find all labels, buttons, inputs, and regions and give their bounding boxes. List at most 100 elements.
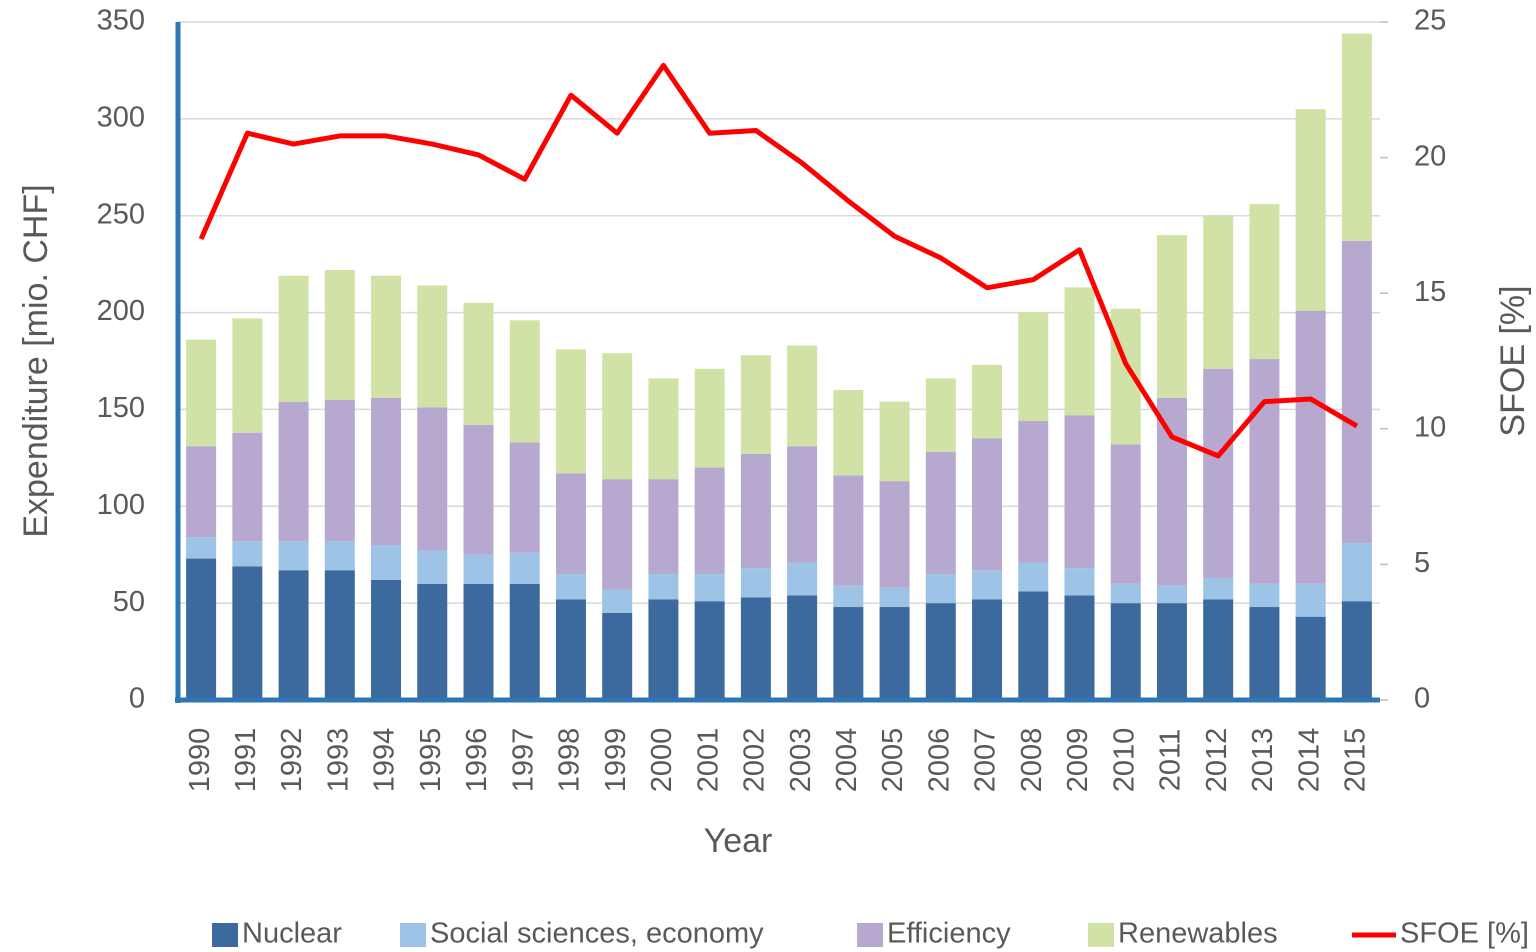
bar-segment [417,407,448,551]
bar-segment [1110,444,1141,584]
x-tick-label: 2002 [739,728,771,793]
x-tick-label: 2012 [1201,728,1233,793]
y2-axis-label: SFOE [%] [1494,285,1532,436]
bar-segment [972,599,1003,700]
bar-segment [1018,591,1049,700]
legend-label: SFOE [%] [1400,918,1529,950]
bar-segment [555,349,586,474]
bar-segment [509,583,540,700]
bar-segment [787,595,818,700]
bar-segment [694,601,725,700]
x-tick-label: 2009 [1062,728,1094,793]
bar-segment [1018,421,1049,563]
x-tick-label: 2006 [923,728,955,793]
bar-segment [1110,603,1141,700]
bar-segment [1064,287,1095,416]
bar-segment [1203,577,1234,600]
bar-segment [463,424,494,555]
x-tick-label: 2010 [1108,728,1140,793]
bar-segment [925,603,956,700]
bar-segment [1341,543,1372,602]
bar-segment [740,568,771,598]
bar-segment [648,574,679,600]
y-tick-label: 0 [129,683,145,715]
x-tick-label: 2004 [831,728,863,793]
bar-segment [1341,33,1372,241]
bar-segment [1064,595,1095,700]
bar-segment [972,570,1003,600]
bar-segment [879,401,910,482]
x-tick-label: 1999 [600,728,632,793]
bar-segment [232,318,263,433]
bar-segment [1064,568,1095,596]
bar-segment [833,390,864,476]
bar-segment [602,479,633,590]
bar-segment [324,570,355,700]
bar-segment [1064,415,1095,569]
bar-segment [324,541,355,571]
bar-segment [278,275,309,402]
bar-segment [278,541,309,571]
y-tick-label: 150 [97,392,145,424]
bar-segment [740,597,771,700]
x-tick-label: 2013 [1247,728,1279,793]
bar-segment [232,541,263,567]
bar-segment [232,566,263,700]
bar-segment [694,467,725,575]
bar-segment [787,446,818,563]
bar-segment [1295,583,1326,617]
x-tick-label: 2001 [692,728,724,793]
y2-tick-label: 25 [1414,5,1446,37]
line [198,62,1359,459]
bar-segment [186,339,217,447]
bar-segment [417,583,448,700]
bar-segment [972,438,1003,571]
bar-segment [1249,583,1280,608]
bar-segment [371,545,402,580]
bar-segment [1295,616,1326,700]
bar-segment [463,554,494,584]
legend-swatch [857,923,883,947]
bar-segment [371,579,402,700]
y-tick-label: 350 [97,5,145,37]
bar-segment [602,353,633,480]
bar-segment [1156,397,1187,586]
bar-segment [1295,109,1326,311]
x-tick-label: 1991 [230,728,262,793]
bar-segment [278,570,309,700]
bar-segment [740,453,771,569]
y2-tick-label: 15 [1414,276,1446,308]
bar-segment [232,432,263,542]
bar-segment [925,452,956,575]
bar-segment [1203,215,1234,369]
bar-segment [417,550,448,584]
y2-tick-label: 20 [1414,140,1446,172]
legend-label: Efficiency [887,918,1011,950]
bar-segment [694,574,725,602]
x-tick-label: 1993 [322,728,354,793]
bar-segment [648,599,679,700]
bar-segment [463,583,494,700]
x-tick-label: 1994 [369,728,401,793]
x-tick-label: 2007 [970,728,1002,793]
y2-tick-label: 10 [1414,411,1446,443]
bar-segment [740,355,771,454]
bar-segment [1295,310,1326,584]
bar-segment [417,285,448,408]
x-tick-label: 2003 [785,728,817,793]
bar-segment [1341,240,1372,544]
bar-segment [1156,603,1187,700]
bar-segment [186,537,217,559]
bar-segment [925,378,956,453]
bar-segment [1249,607,1280,700]
legend-label: Social sciences, economy [430,918,764,950]
bar-segment [879,587,910,608]
y2-tick-label: 5 [1414,547,1430,579]
x-tick-label: 1990 [184,728,216,793]
x-tick-label: 1997 [507,728,539,793]
bar-segment [555,473,586,575]
bar-segment [371,397,402,546]
bar-segment [324,399,355,542]
legend-swatch [400,923,426,947]
